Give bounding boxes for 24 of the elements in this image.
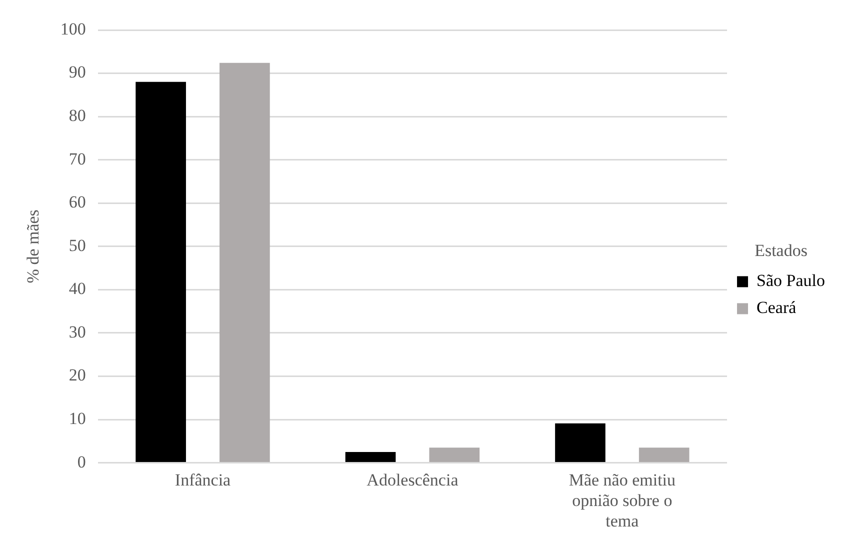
legend-label: São Paulo (756, 271, 826, 290)
bar (555, 423, 606, 462)
y-tick-label: 70 (68, 149, 86, 168)
y-tick-label: 80 (68, 106, 86, 126)
legend-title: Estados (754, 240, 808, 260)
y-tick-label: 60 (68, 192, 86, 212)
y-tick-label: 100 (60, 19, 86, 38)
y-tick-label: 10 (68, 408, 86, 428)
y-tick-label: 40 (68, 279, 86, 298)
bar (220, 62, 270, 462)
bar (345, 452, 396, 462)
y-tick-label: 50 (68, 236, 86, 255)
x-tick-label: Infância (174, 470, 232, 490)
y-tick-label: 0 (77, 452, 86, 472)
y-tick-label: 90 (68, 62, 86, 82)
x-tick-label: Adolescência (366, 470, 459, 490)
y-axis-title: % de mães (24, 210, 43, 284)
y-tick-label: 20 (68, 366, 86, 385)
legend-label: Ceará (756, 298, 797, 318)
bar (638, 448, 690, 462)
bar (136, 82, 186, 462)
y-tick-label: 30 (68, 322, 86, 342)
x-tick-label: Mãe não emitiu opnião sobre o tema (568, 470, 676, 530)
bar (429, 448, 480, 462)
